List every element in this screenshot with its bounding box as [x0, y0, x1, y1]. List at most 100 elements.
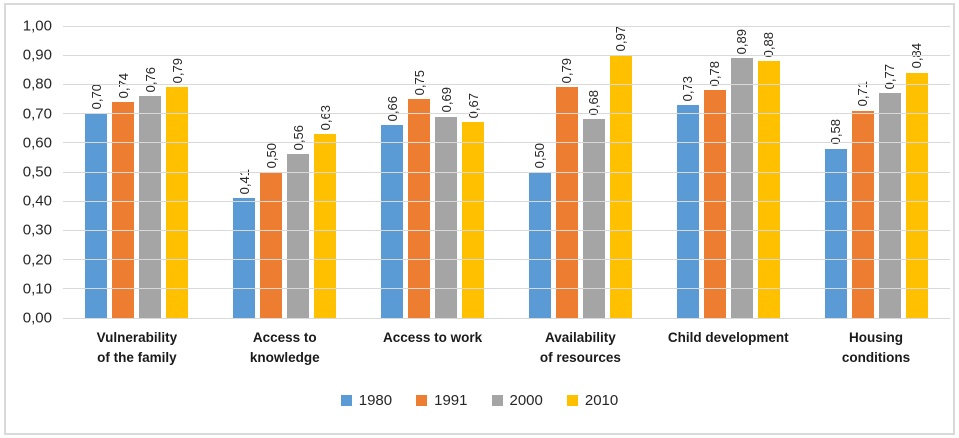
legend-label: 1991: [434, 392, 468, 409]
y-axis-tick-label: 0,40: [22, 192, 52, 210]
gridline: [63, 171, 950, 173]
bar-with-label: 0,50: [260, 26, 283, 318]
gridline: [63, 113, 950, 115]
category-label: Access to knowledge: [249, 330, 320, 365]
bar-with-label: 0,78: [703, 26, 726, 318]
bar-with-label: 0,71: [851, 26, 874, 318]
bar-with-label: 0,75: [408, 26, 431, 318]
bar-cluster: 0,50 0,79 0,68 0,97: [506, 26, 654, 318]
y-axis-tick-label: 1,00: [22, 17, 52, 35]
bar-data-label: 0,89: [734, 28, 750, 55]
x-axis-category-labels: Vulnerability of the family Access to kno…: [63, 328, 950, 367]
category-label: Child development: [667, 330, 789, 345]
bar-data-label: 0,77: [882, 63, 898, 90]
bar-data-label: 0,97: [613, 26, 629, 52]
y-axis-tick-label: 0,50: [22, 163, 52, 181]
bar-with-label: 0,70: [85, 26, 108, 318]
plot-area: 0,70 0,74 0,76 0,79 0,41 0,50 0,56 0,63 0,66 0,75…: [63, 25, 950, 319]
bar-2000: [878, 93, 901, 318]
bar-cluster: 0,70 0,74 0,76 0,79: [63, 26, 211, 318]
bar-group: 0,73 0,78 0,89 0,88: [654, 26, 802, 318]
gridline: [63, 142, 950, 144]
category-label: Vulnerability of the family: [96, 330, 178, 365]
bar-1991: [260, 172, 283, 318]
bar-data-label: 0,66: [384, 95, 400, 122]
bar-1991: [851, 110, 874, 318]
bar-with-label: 0,97: [609, 26, 632, 318]
bar-1980: [85, 113, 108, 318]
bar-data-label: 0,69: [438, 87, 454, 113]
gridline: [63, 259, 950, 261]
legend-item-1991: 1991: [416, 392, 468, 409]
bar-data-label: 0,58: [828, 119, 844, 145]
bar-data-label: 0,78: [707, 60, 723, 87]
bar-groups: 0,70 0,74 0,76 0,79 0,41 0,50 0,56 0,63 0,66 0,75…: [63, 26, 950, 318]
bar-1991: [112, 101, 135, 318]
legend-swatch: [491, 395, 503, 406]
bar-data-label: 0,41: [236, 168, 252, 195]
y-axis-tick-label: 0,10: [22, 280, 52, 298]
bar-2010: [166, 87, 189, 318]
bar-with-label: 0,79: [555, 26, 578, 318]
legend-item-1980: 1980: [340, 392, 393, 409]
bar-with-label: 0,68: [582, 26, 605, 318]
legend-label: 2000: [509, 392, 543, 409]
bar-data-label: 0,71: [855, 81, 871, 107]
bar-with-label: 0,67: [462, 26, 485, 318]
bar-with-label: 0,73: [676, 26, 699, 318]
category-label: Housing conditions: [841, 330, 911, 365]
bar-1980: [824, 148, 847, 318]
bar-data-label: 0,74: [115, 72, 131, 98]
bar-data-label: 0,50: [532, 142, 548, 168]
y-axis: 1,00 0,90 0,80 0,70 0,60 0,50 0,40 0,30 0,20 0,10…: [0, 19, 52, 326]
bar-2010: [609, 55, 632, 318]
y-axis-tick-label: 0,60: [22, 134, 52, 152]
bar-data-label: 0,73: [680, 75, 696, 101]
bar-2000: [139, 96, 162, 318]
bar-2010: [462, 122, 485, 318]
bar-2010: [314, 134, 337, 318]
y-axis-tick-label: 0,20: [22, 251, 52, 269]
bar-cluster: 0,73 0,78 0,89 0,88: [654, 26, 802, 318]
bar-1980: [676, 104, 699, 318]
legend-swatch: [416, 395, 428, 406]
bar-with-label: 0,84: [905, 26, 928, 318]
bar-cluster: 0,58 0,71 0,77 0,84: [802, 26, 950, 318]
gridline: [63, 83, 950, 85]
gridline: [63, 229, 950, 231]
bar-1980: [528, 172, 551, 318]
bar-data-label: 0,84: [909, 43, 925, 69]
bar-with-label: 0,50: [528, 26, 551, 318]
bar-with-label: 0,89: [730, 26, 753, 318]
bar-with-label: 0,58: [824, 26, 847, 318]
legend-swatch: [566, 395, 578, 406]
bar-data-label: 0,70: [88, 84, 104, 110]
bar-group: 0,70 0,74 0,76 0,79: [63, 26, 211, 318]
bar-1991: [555, 87, 578, 318]
bar-with-label: 0,56: [287, 26, 310, 318]
gridline: [63, 200, 950, 202]
bar-2000: [287, 154, 310, 318]
y-axis-tick-label: 0,70: [22, 105, 52, 123]
bar-2010: [905, 72, 928, 318]
bar-1991: [703, 90, 726, 318]
bar-data-label: 0,63: [317, 104, 333, 131]
legend-item-2000: 2000: [491, 392, 543, 409]
bar-group: 0,58 0,71 0,77 0,84: [802, 26, 950, 318]
category-label: Availability of resources: [539, 330, 621, 365]
bar-2000: [730, 58, 753, 318]
y-axis-tick-label: 0,90: [22, 46, 52, 64]
bar-1980: [233, 198, 256, 318]
bar-2010: [757, 61, 780, 318]
bar-with-label: 0,79: [166, 26, 189, 318]
y-axis-tick-label: 0,00: [22, 309, 52, 327]
category-label: Access to work: [383, 330, 483, 345]
bar-data-label: 0,50: [263, 142, 279, 168]
bar-group: 0,41 0,50 0,56 0,63: [211, 26, 359, 318]
bar-data-label: 0,79: [169, 58, 185, 84]
legend-label: 1980: [358, 392, 393, 409]
bar-data-label: 0,88: [761, 31, 777, 58]
bar-data-label: 0,56: [290, 125, 306, 151]
bar-2000: [582, 119, 605, 318]
